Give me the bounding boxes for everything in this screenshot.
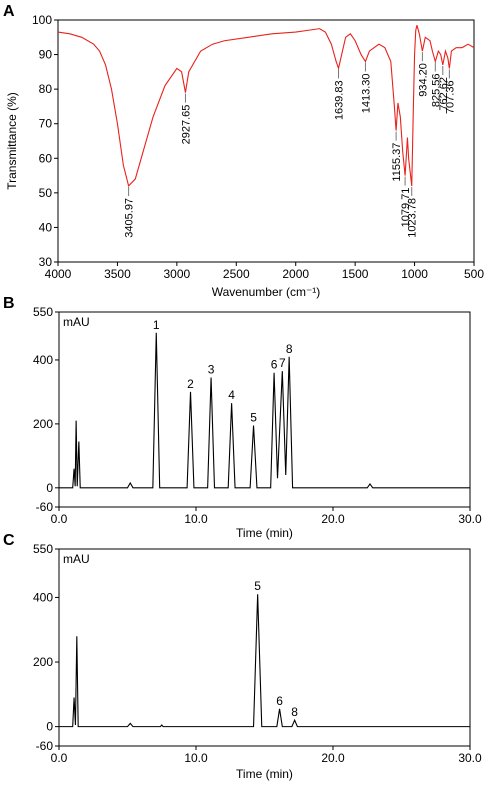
x-tick-label: 20.0 xyxy=(321,751,345,765)
x-tick-label: 30.0 xyxy=(458,512,482,526)
peak-label: 3 xyxy=(208,363,215,377)
peak-label: 4 xyxy=(228,388,235,402)
y-tick-label: 400 xyxy=(33,590,53,604)
x-axis-label: Wavenumber (cm⁻¹) xyxy=(212,285,321,299)
x-tick-label: 3000 xyxy=(164,267,191,281)
peak-label: 6 xyxy=(276,694,283,708)
plot-frame xyxy=(57,19,475,263)
y-tick-label: 550 xyxy=(33,542,53,556)
annotation-label: 3405.97 xyxy=(124,198,136,238)
peak-label: 5 xyxy=(254,579,261,593)
peak-label: 6 xyxy=(271,358,278,372)
spectrum-line xyxy=(59,332,470,489)
panel-label: A xyxy=(3,3,15,20)
y-tick-label: 550 xyxy=(33,305,53,319)
x-tick-label: 0.0 xyxy=(51,751,68,765)
x-tick-label: 2500 xyxy=(223,267,250,281)
plot-frame xyxy=(58,548,471,747)
x-tick-label: 1000 xyxy=(401,267,428,281)
peak-label: 8 xyxy=(286,342,293,356)
annotation-label: 707.36 xyxy=(444,80,456,114)
y-tick-label: 30 xyxy=(39,255,53,269)
y-tick-label: 0 xyxy=(46,481,53,495)
y-tick-label: -60 xyxy=(36,500,54,514)
y-tick-label: 400 xyxy=(33,353,53,367)
x-tick-label: 30.0 xyxy=(458,751,482,765)
y-tick-label: 50 xyxy=(39,186,53,200)
y-tick-label: 100 xyxy=(32,13,52,27)
peak-label: 5 xyxy=(250,410,257,424)
panel-label: C xyxy=(3,532,15,549)
plot-frame xyxy=(58,311,471,508)
annotation-label: 1079.71 xyxy=(400,188,412,228)
y-tick-label: 200 xyxy=(33,417,53,431)
y-tick-label: 60 xyxy=(39,151,53,165)
x-axis-label: Time (min) xyxy=(236,526,293,540)
unit-label: mAU xyxy=(63,315,90,329)
y-tick-label: 90 xyxy=(39,48,53,62)
spectrum-line xyxy=(57,25,475,188)
x-axis-label: Time (min) xyxy=(236,767,293,781)
annotation-label: 762.62 xyxy=(438,77,450,111)
peak-label: 7 xyxy=(279,356,286,370)
annotation-label: 2927.65 xyxy=(180,105,192,145)
y-tick-label: 0 xyxy=(46,720,53,734)
annotation-label: 1413.30 xyxy=(360,73,372,113)
annotation-label: 1639.83 xyxy=(334,80,346,120)
panel-label: B xyxy=(3,295,15,312)
y-axis-label: Transmittance (%) xyxy=(5,92,19,190)
y-tick-label: 70 xyxy=(39,117,53,131)
x-tick-label: 4000 xyxy=(45,267,72,281)
x-tick-label: 3500 xyxy=(104,267,131,281)
y-tick-label: 40 xyxy=(39,220,53,234)
annotation-label: 1023.78 xyxy=(407,198,419,238)
x-tick-label: 2000 xyxy=(282,267,309,281)
annotation-label: 1155.37 xyxy=(391,143,403,182)
y-tick-label: 80 xyxy=(39,82,53,96)
annotation-label: 934.20 xyxy=(417,63,429,97)
annotation-label: 825.56 xyxy=(430,73,442,107)
x-tick-label: 500 xyxy=(464,267,484,281)
peak-label: 1 xyxy=(153,318,160,332)
x-tick-label: 20.0 xyxy=(321,512,345,526)
unit-label: mAU xyxy=(63,552,90,566)
x-tick-label: 10.0 xyxy=(184,751,208,765)
x-tick-label: 10.0 xyxy=(184,512,208,526)
peak-label: 8 xyxy=(291,705,298,719)
spectrum-line xyxy=(59,594,470,728)
y-tick-label: 200 xyxy=(33,655,53,669)
x-tick-label: 1500 xyxy=(342,267,369,281)
y-tick-label: -60 xyxy=(36,739,54,753)
peak-label: 2 xyxy=(187,377,194,391)
x-tick-label: 0.0 xyxy=(51,512,68,526)
